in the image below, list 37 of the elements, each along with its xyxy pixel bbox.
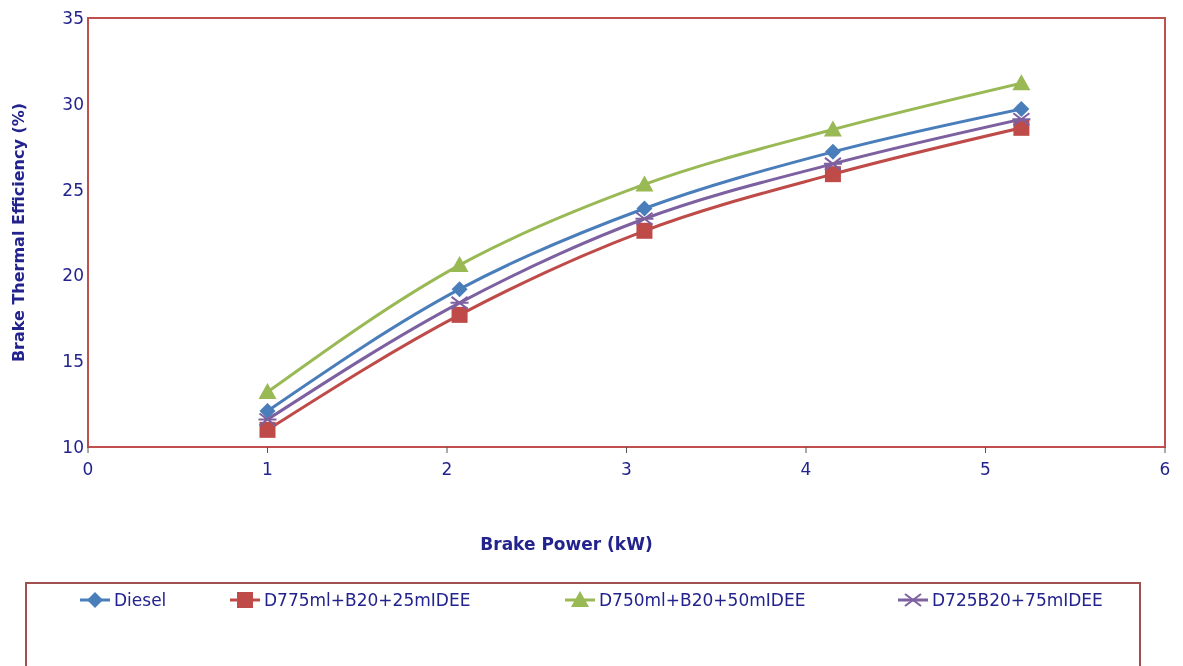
point (449, 295, 470, 310)
point (823, 120, 842, 137)
x-tick-label: 1 (262, 459, 273, 479)
point (1013, 100, 1030, 117)
point (822, 156, 843, 171)
legend-label: D750ml+B20+50mIDEE (599, 590, 806, 610)
point (1012, 74, 1031, 91)
y-tick-label: 15 (62, 351, 84, 372)
x-tick-label: 3 (621, 459, 632, 479)
y-tick-label: 10 (62, 437, 84, 457)
y-tick-label: 35 (62, 8, 84, 28)
point (451, 281, 468, 298)
x-tick-label: 2 (441, 459, 453, 479)
y-tick-label: 20 (62, 265, 84, 286)
point (451, 306, 468, 323)
legend-label: D775ml+B20+25mIDEE (264, 590, 471, 610)
y-axis-title: Brake Thermal Efficiency (%) (9, 102, 28, 363)
point (636, 222, 653, 239)
x-tick-label: 6 (1159, 459, 1171, 479)
legend-label: Diesel (114, 590, 167, 610)
point (259, 402, 276, 419)
point (1011, 112, 1032, 127)
point (824, 143, 841, 160)
point (257, 412, 278, 427)
y-tick-label: 25 (62, 179, 84, 200)
legend-label: D725B20+75mIDEE (932, 590, 1103, 610)
x-tick-label: 0 (82, 459, 94, 479)
x-axis-title: Brake Power (kW) (480, 534, 653, 554)
point (635, 175, 654, 192)
point (258, 383, 277, 400)
point (259, 421, 276, 438)
x-tick-label: 5 (980, 459, 991, 479)
point (636, 200, 653, 217)
point (634, 211, 655, 226)
x-tick-label: 4 (800, 459, 812, 479)
point (450, 256, 469, 273)
y-tick-label: 30 (62, 93, 84, 114)
